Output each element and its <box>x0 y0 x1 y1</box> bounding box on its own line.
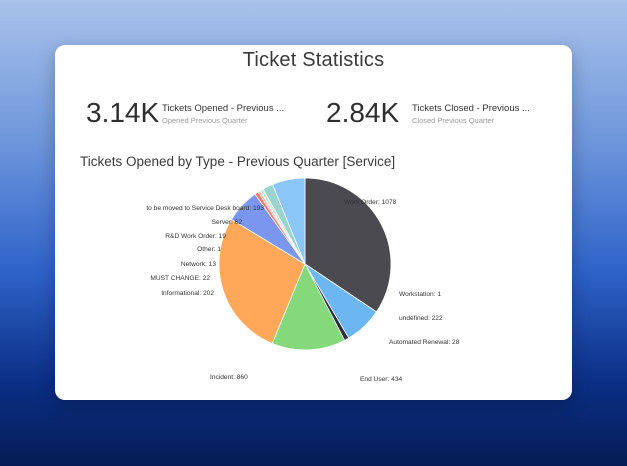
kpi-label: Tickets Closed - Previous ... <box>412 103 530 114</box>
chart-title: Tickets Opened by Type - Previous Quarte… <box>80 154 396 169</box>
pie-slice-end-user[interactable] <box>271 263 346 351</box>
pie-label: End User: 434 <box>360 376 402 383</box>
tickets-by-type-pie-chart[interactable]: Work Order: 1078 Workstation: 1 undefined:… <box>55 45 572 400</box>
kpi-label: Tickets Opened - Previous ... <box>162 103 285 114</box>
pie-label: Incident: 860 <box>210 374 248 381</box>
pie-label: Workstation: 1 <box>399 291 441 298</box>
kpi-tickets-closed[interactable]: 2.84K Tickets Closed - Previous ... Clos… <box>326 97 556 131</box>
pie-label: undefined: 222 <box>399 315 443 322</box>
pie-label: MUST CHANGE: 22 <box>150 275 210 282</box>
card-title: Ticket Statistics <box>242 49 385 71</box>
kpi-sublabel: Opened Previous Quarter <box>162 116 248 125</box>
ticket-statistics-card: Ticket Statistics 3.14K Tickets Opened -… <box>55 45 572 400</box>
kpi-tickets-opened[interactable]: 3.14K Tickets Opened - Previous ... Open… <box>86 97 306 131</box>
pie-slice-to-be-moved-to-service-desk-board[interactable] <box>272 177 306 265</box>
pie-label: Other: 1 <box>197 246 221 253</box>
kpi-sublabel: Closed Previous Quarter <box>412 116 495 125</box>
pie-slice-incident[interactable] <box>218 218 306 345</box>
kpi-value: 2.84K <box>326 97 400 128</box>
pie-label: Network: 13 <box>181 261 217 268</box>
pie-label: R&D Work Order: 19 <box>165 233 226 240</box>
pie-label: Automated Renewal: 28 <box>389 339 460 346</box>
pie-label: Server: 62 <box>212 219 243 226</box>
pie-label: Work Order: 1078 <box>344 199 397 206</box>
pie-label: Informational: 202 <box>161 290 214 297</box>
pie-label: to be moved to Service Desk board: 193 <box>146 205 264 212</box>
kpi-value: 3.14K <box>86 97 160 128</box>
